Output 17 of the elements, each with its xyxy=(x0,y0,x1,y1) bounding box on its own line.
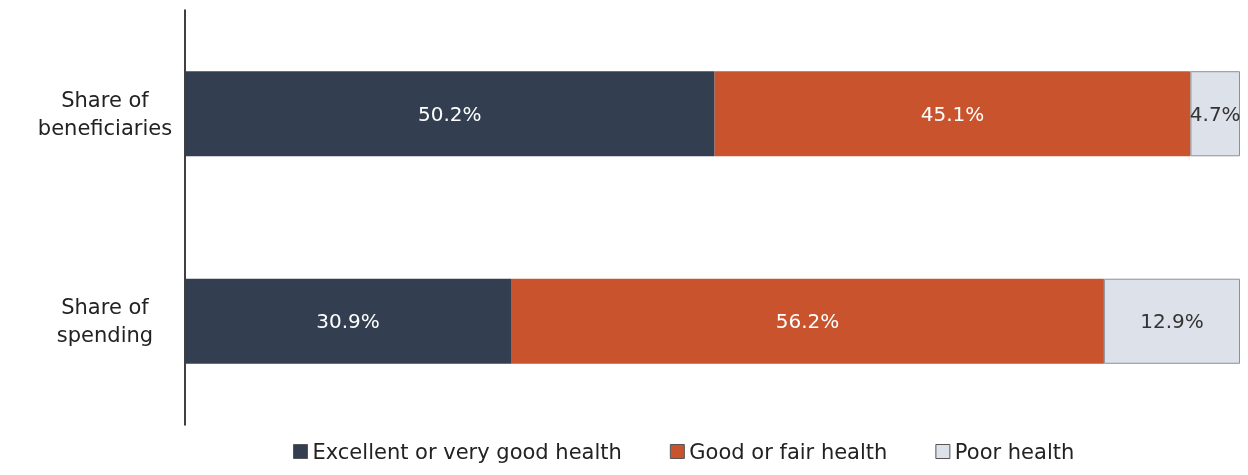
bar xyxy=(714,71,1191,157)
legend-label: Good or fair health xyxy=(689,439,888,464)
legend-label: Excellent or very good health xyxy=(312,439,622,464)
data-label: 56.2% xyxy=(775,309,840,334)
legend-label: Poor health xyxy=(954,439,1075,464)
data-label: 45.1% xyxy=(920,101,985,126)
data-label: 30.9% xyxy=(316,309,380,334)
bar xyxy=(1103,278,1240,364)
bar xyxy=(185,71,715,157)
data-label: 50.2% xyxy=(418,101,482,126)
data-label: 12.9% xyxy=(1140,309,1204,334)
y-tick-label: Share of beneficiaries xyxy=(37,87,173,140)
data-label: 4.7% xyxy=(1189,101,1241,126)
bar xyxy=(511,278,1104,364)
bar xyxy=(1190,71,1240,157)
bar xyxy=(185,278,511,364)
y-tick-label: Share of spending xyxy=(56,295,154,348)
